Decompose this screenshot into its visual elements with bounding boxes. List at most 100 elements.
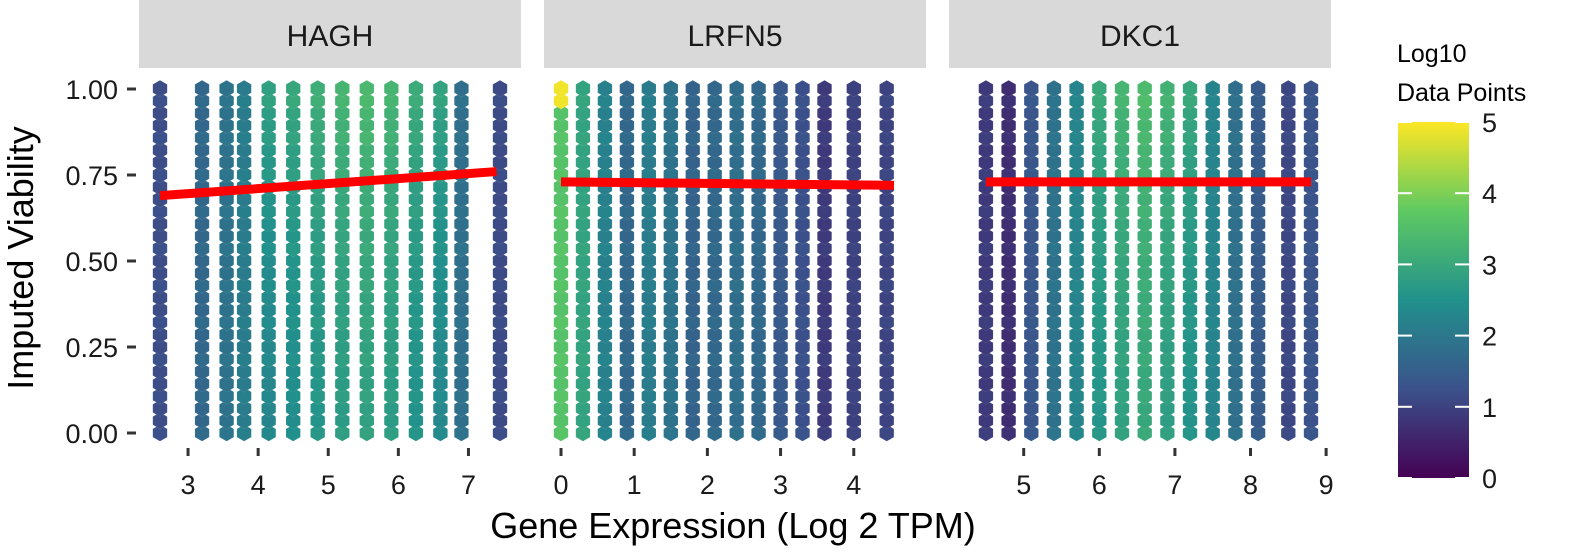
hex-bin [1001,350,1017,368]
hex-bin [846,338,862,356]
hex-bin [1023,424,1039,442]
hex-bin [553,412,569,430]
hex-bin [1227,202,1243,221]
hex-bin [879,129,895,147]
hex-bin [795,92,810,110]
hex-bin [846,276,862,295]
hex-bin [1280,399,1296,418]
hex-bin [383,202,399,221]
hex-bin [492,153,508,172]
hex-bin [707,116,723,135]
hex-bin [729,153,745,172]
hex-bin [685,252,701,270]
hex-bin [751,338,767,356]
hex-bin [1280,387,1296,405]
hex-bin [846,412,862,430]
hex-bin [597,412,613,430]
hex-bin [978,227,994,245]
hex-bin [575,375,591,393]
hex-bin [432,239,448,258]
hex-bin [641,190,657,208]
hex-bin [261,215,277,233]
hex-bin [1001,338,1017,356]
x-tick-label: 6 [391,470,406,500]
hex-bin [773,79,789,98]
hex-bin [432,215,448,233]
hex-bin [619,350,635,368]
hex-bin [285,424,301,442]
hex-bin [310,412,326,430]
hex-bin [729,325,745,344]
hex-bin [194,412,210,430]
hex-bin [383,338,399,356]
hex-bin [879,387,895,405]
hex-bin [236,215,252,233]
hex-bin [310,153,326,172]
hex-bin [152,252,168,270]
hex-column [1091,79,1107,442]
hex-bin [795,104,810,122]
hex-bin [1182,252,1198,270]
hex-bin [1250,301,1266,319]
hex-bin [663,202,679,221]
hex-bin [1227,104,1243,122]
hex-bin [408,202,424,221]
hex-bin [773,215,789,233]
hex-bin [773,153,789,172]
hex-bin [978,190,994,208]
hex-bin [773,338,789,356]
hex-bin [219,375,235,393]
hex-bin [597,79,613,98]
hex-bin [261,129,277,147]
hex-bin [597,325,613,344]
hex-bin [641,202,657,221]
hex-bin [553,141,569,159]
hex-bin [492,264,508,282]
hex-bin [817,387,832,405]
hex-bin [219,387,235,405]
hex-bin [1001,264,1017,282]
hex-bin [492,116,508,135]
hex-bin [707,289,723,307]
hex-bin [285,375,301,393]
hex-bin [846,325,862,344]
hex-bin [619,399,635,418]
legend-tick-label: 0 [1482,464,1497,494]
hex-bin [751,252,767,270]
hex-bin [685,375,701,393]
hex-bin [1182,116,1198,135]
hex-bin [729,104,745,122]
hex-bin [492,141,508,159]
hex-bin [1227,79,1243,98]
hex-bin [575,313,591,331]
hex-bin [1023,129,1039,147]
hex-bin [383,79,399,98]
hex-bin [194,153,210,172]
hex-bin [1280,289,1296,307]
hex-bin [1001,153,1017,172]
hex-bin [383,362,399,381]
hex-bin [219,412,235,430]
hex-bin [1137,375,1153,393]
hex-bin [1227,362,1243,381]
hex-bin [641,116,657,135]
hex-bin [1091,202,1107,221]
hex-bin [236,104,252,122]
hex-bin [1046,239,1062,258]
hex-bin [1182,153,1198,172]
facet-panel-hagh: HAGH 3 4 5 6 7 [139,0,521,500]
hex-bin [1205,301,1221,319]
hex-bin [663,375,679,393]
hex-bin [334,190,350,208]
hex-bin [729,424,745,442]
hex-bin [1046,276,1062,295]
hex-bin [1303,239,1319,258]
hex-bin [1250,252,1266,270]
hex-bin [219,350,235,368]
hex-bin [773,412,789,430]
hex-bin [236,239,252,258]
hex-bin [879,252,895,270]
hex-bin [1205,104,1221,122]
hex-bin [795,375,810,393]
